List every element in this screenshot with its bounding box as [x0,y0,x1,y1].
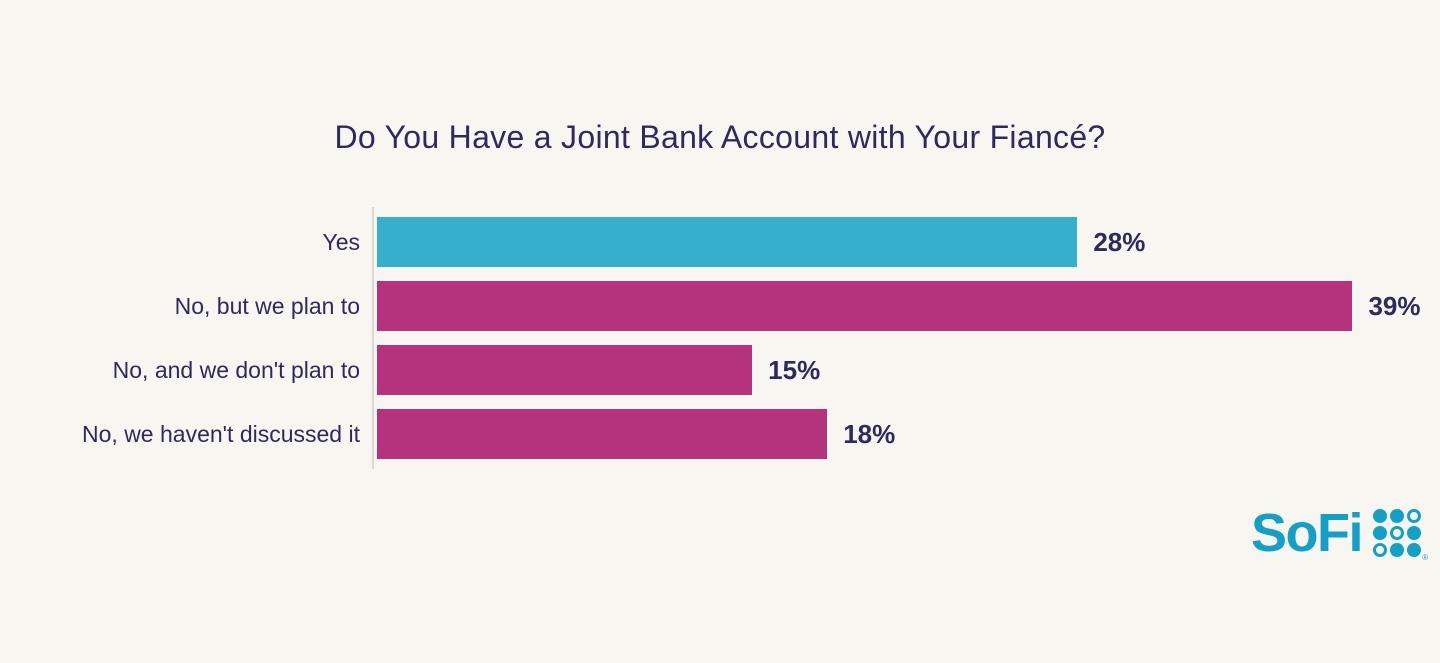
dot-outline-icon [1390,526,1404,540]
bar [377,281,1353,331]
sofi-wordmark: SoFi [1251,503,1364,563]
bar-rows: Yes 28% No, but we plan to 39% No, and w… [0,207,1440,459]
bar [377,217,1078,267]
bar-row-no-havent-discussed: No, we haven't discussed it 18% [0,409,1440,459]
chart-title: Do You Have a Joint Bank Account with Yo… [334,119,1106,155]
bar-row-no-plan-to: No, but we plan to 39% [0,281,1440,331]
category-label: Yes [322,228,360,255]
dot-icon [1407,543,1421,557]
bar-area: 28% [377,217,1440,267]
dot-icon [1373,526,1387,540]
bar [377,409,828,459]
value-label: 18% [843,418,896,449]
dot-outline-icon [1373,543,1387,557]
dot-icon [1390,509,1404,523]
y-axis-line [372,207,374,469]
value-label: 15% [768,354,821,385]
dot-icon [1390,543,1404,557]
dot-icon [1407,526,1421,540]
value-label: 39% [1368,290,1421,321]
category-label: No, but we plan to [174,292,360,319]
bar-area: 15% [377,345,1440,395]
bar-chart: Yes 28% No, but we plan to 39% No, and w… [0,207,1440,469]
dot-icon [1373,509,1387,523]
dot-outline-icon [1407,509,1421,523]
value-label: 28% [1093,226,1146,257]
bar-area: 39% [377,281,1440,331]
bar [377,345,753,395]
registered-trademark: ® [1422,553,1428,562]
sofi-logo: SoFi ® [1251,503,1428,563]
category-label: No, and we don't plan to [112,356,360,383]
bar-row-yes: Yes 28% [0,217,1440,267]
category-label: No, we haven't discussed it [82,420,360,447]
sofi-dot-grid-icon: ® [1373,509,1428,562]
bar-area: 18% [377,409,1440,459]
bar-row-no-dont-plan-to: No, and we don't plan to 15% [0,345,1440,395]
